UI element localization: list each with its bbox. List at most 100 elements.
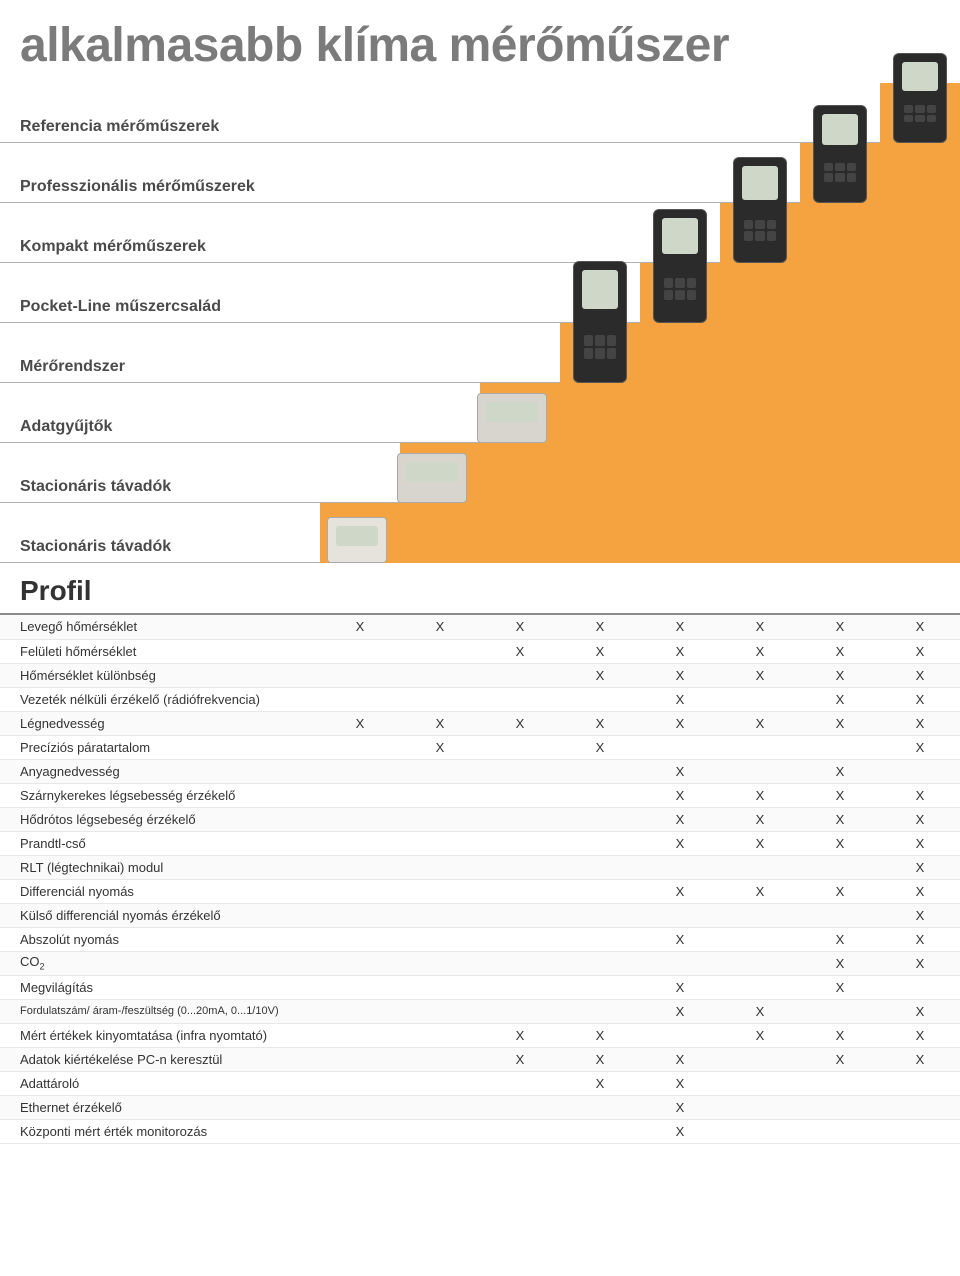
x-cell: X — [800, 687, 880, 711]
category-row: Adatgyűjtők — [0, 383, 960, 443]
x-cell — [320, 879, 400, 903]
x-cell: X — [560, 711, 640, 735]
table-row: Adatok kiértékelése PC-n keresztülXXXXX — [0, 1047, 960, 1071]
table-row: AnyagnedvességXX — [0, 759, 960, 783]
x-cell — [880, 1071, 960, 1095]
x-cell: X — [800, 879, 880, 903]
x-cell — [640, 855, 720, 879]
row-label: Mért értékek kinyomtatása (infra nyomtat… — [0, 1023, 320, 1047]
row-label: Precíziós páratartalom — [0, 735, 320, 759]
category-row: Mérőrendszer — [0, 323, 960, 383]
step-cell — [800, 383, 880, 443]
row-label: CO2 — [0, 951, 320, 975]
x-cell: X — [400, 735, 480, 759]
x-cell — [560, 783, 640, 807]
row-label: Szárnykerekes légsebesség érzékelő — [0, 783, 320, 807]
x-cell — [400, 975, 480, 999]
x-cell: X — [880, 711, 960, 735]
step-cell — [400, 503, 480, 563]
x-cell — [480, 831, 560, 855]
x-cell — [320, 687, 400, 711]
row-label: Fordulatszám/ áram-/feszültség (0...20mA… — [0, 999, 320, 1023]
x-cell — [800, 1119, 880, 1143]
x-cell — [560, 1095, 640, 1119]
x-cell: X — [720, 615, 800, 639]
category-row: Professzionális mérőműszerek — [0, 143, 960, 203]
x-cell: X — [800, 615, 880, 639]
x-cell: X — [880, 927, 960, 951]
x-cell: X — [400, 615, 480, 639]
x-cell: X — [880, 687, 960, 711]
step-cell — [560, 383, 640, 443]
x-cell: X — [640, 1047, 720, 1071]
row-label: RLT (légtechnikai) modul — [0, 855, 320, 879]
x-cell — [400, 1047, 480, 1071]
x-cell — [800, 903, 880, 927]
x-cell: X — [880, 999, 960, 1023]
step-cell — [880, 383, 960, 443]
x-cell: X — [640, 1119, 720, 1143]
x-cell — [400, 759, 480, 783]
x-cell — [480, 903, 560, 927]
x-cell — [400, 951, 480, 975]
x-cell — [320, 639, 400, 663]
page-title: alkalmasabb klíma mérőműszer — [0, 0, 960, 83]
device-image — [397, 453, 467, 503]
x-cell: X — [800, 639, 880, 663]
x-cell: X — [720, 1023, 800, 1047]
x-cell — [880, 1119, 960, 1143]
step-cell — [720, 323, 800, 383]
x-cell — [320, 1071, 400, 1095]
step-cell — [480, 503, 560, 563]
table-row: Differenciál nyomásXXXX — [0, 879, 960, 903]
table-row: RLT (légtechnikai) modulX — [0, 855, 960, 879]
x-cell — [880, 1095, 960, 1119]
table-row: Abszolút nyomásXXX — [0, 927, 960, 951]
row-label: Hődrótos légsebeség érzékelő — [0, 807, 320, 831]
row-label: Külső differenciál nyomás érzékelő — [0, 903, 320, 927]
x-cell: X — [720, 831, 800, 855]
x-cell: X — [800, 759, 880, 783]
step-cell — [880, 143, 960, 203]
row-label: Adattároló — [0, 1071, 320, 1095]
x-cell — [720, 1047, 800, 1071]
row-label: Központi mért érték monitorozás — [0, 1119, 320, 1143]
x-cell — [480, 663, 560, 687]
row-label: Adatok kiértékelése PC-n keresztül — [0, 1047, 320, 1071]
x-cell: X — [640, 615, 720, 639]
x-cell — [880, 975, 960, 999]
step-cell — [720, 443, 800, 503]
x-cell: X — [480, 1047, 560, 1071]
step-cell — [720, 263, 800, 323]
x-cell — [880, 759, 960, 783]
x-cell — [560, 1119, 640, 1143]
x-cell — [800, 855, 880, 879]
x-cell: X — [560, 1047, 640, 1071]
step-cell — [880, 263, 960, 323]
x-cell — [400, 1023, 480, 1047]
x-cell — [320, 1119, 400, 1143]
x-cell — [560, 807, 640, 831]
step-cell — [560, 443, 640, 503]
x-cell: X — [480, 615, 560, 639]
row-label: Ethernet érzékelő — [0, 1095, 320, 1119]
x-cell: X — [640, 1095, 720, 1119]
x-cell — [720, 903, 800, 927]
device-image — [653, 209, 707, 323]
x-cell — [560, 879, 640, 903]
x-cell — [720, 735, 800, 759]
x-cell: X — [560, 663, 640, 687]
table-row: Központi mért érték monitorozás X — [0, 1119, 960, 1143]
table-row: Ethernet érzékelő X — [0, 1095, 960, 1119]
x-cell: X — [560, 1023, 640, 1047]
x-cell — [480, 1071, 560, 1095]
x-cell: X — [720, 783, 800, 807]
x-cell — [640, 951, 720, 975]
x-cell — [800, 1071, 880, 1095]
x-cell — [400, 903, 480, 927]
x-cell: X — [880, 879, 960, 903]
x-cell: X — [880, 639, 960, 663]
x-cell: X — [880, 951, 960, 975]
x-cell — [720, 687, 800, 711]
x-cell — [320, 927, 400, 951]
